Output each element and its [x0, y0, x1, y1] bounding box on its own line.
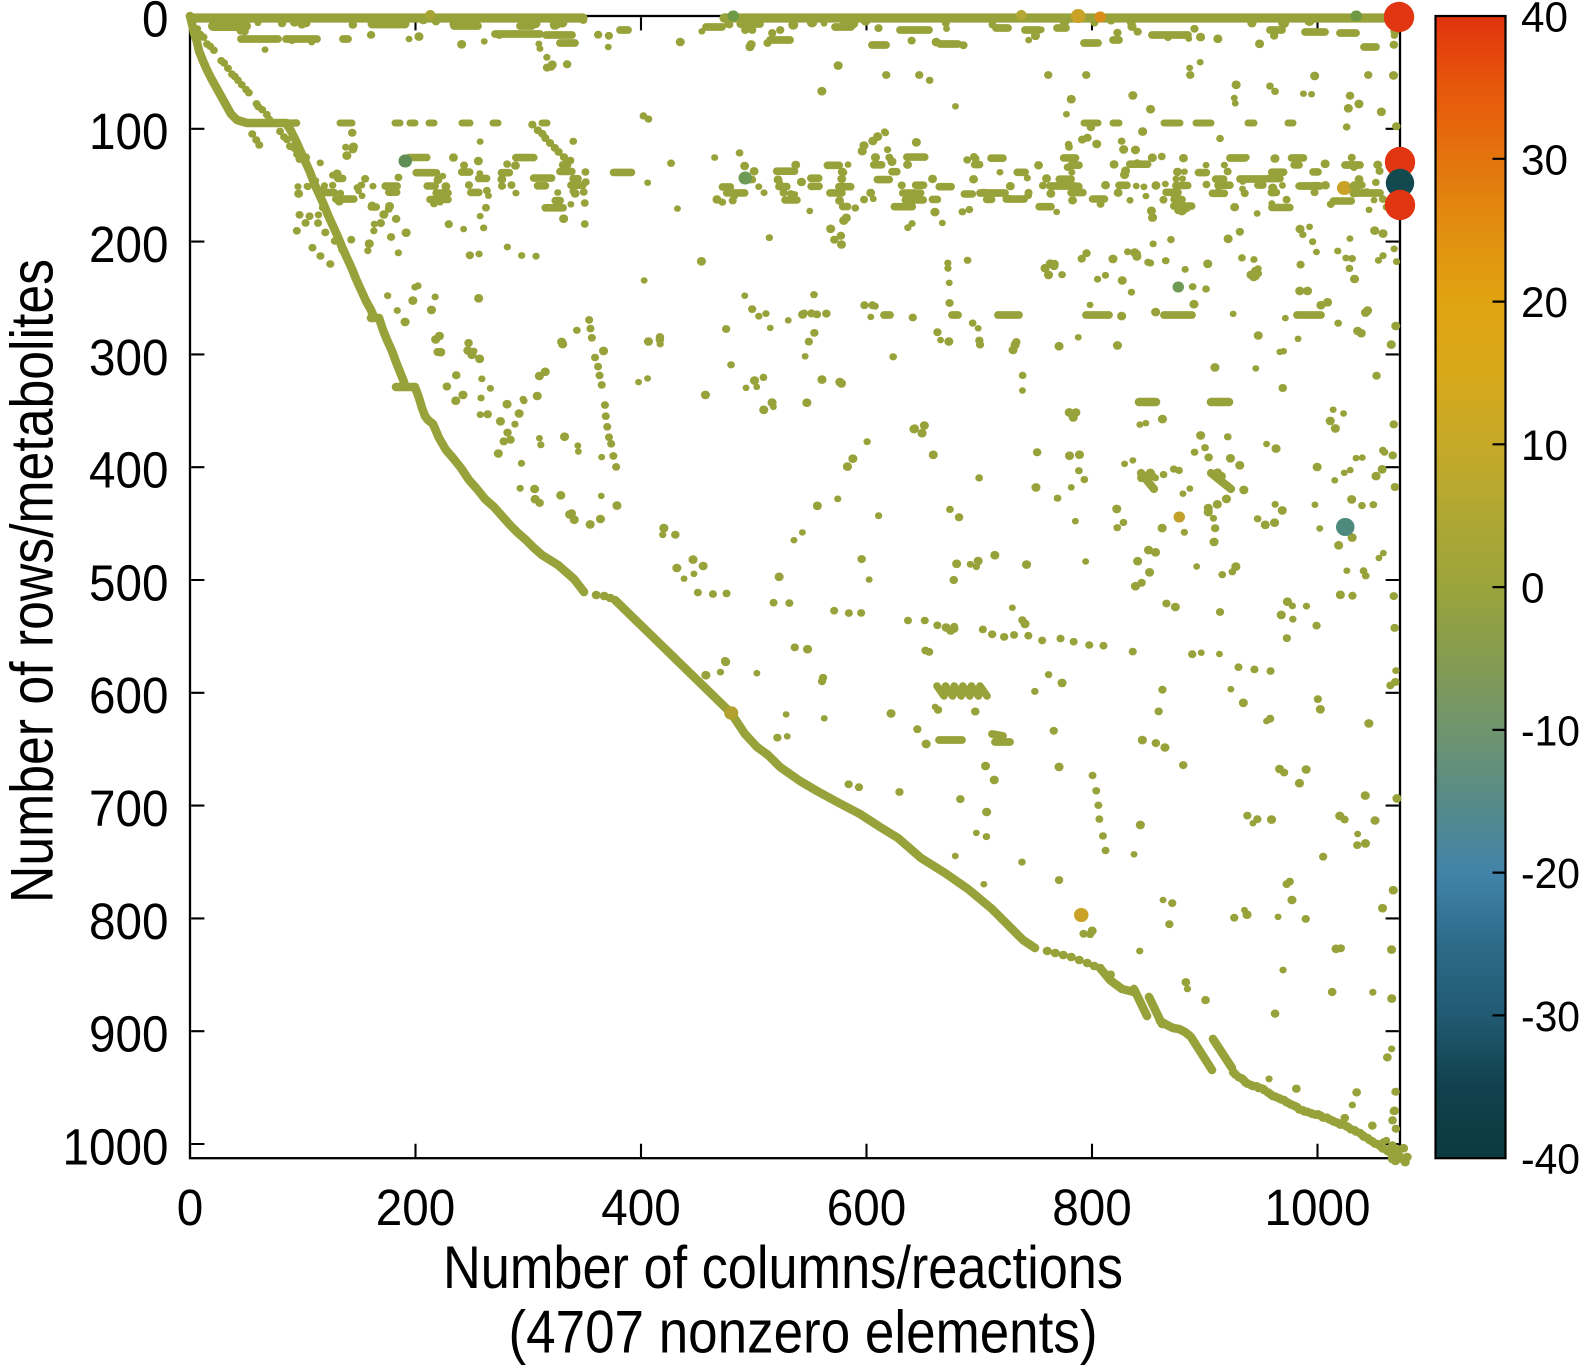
- svg-text:100: 100: [89, 103, 169, 160]
- svg-text:300: 300: [89, 329, 169, 386]
- svg-text:700: 700: [89, 780, 169, 837]
- svg-text:-20: -20: [1521, 851, 1580, 898]
- svg-text:0: 0: [1521, 566, 1545, 613]
- svg-text:500: 500: [89, 554, 169, 611]
- svg-text:20: 20: [1521, 280, 1568, 327]
- svg-text:40: 40: [1521, 0, 1568, 42]
- svg-text:1000: 1000: [63, 1118, 169, 1175]
- svg-text:0: 0: [142, 0, 169, 47]
- svg-text:400: 400: [601, 1179, 681, 1236]
- svg-text:200: 200: [376, 1179, 456, 1236]
- svg-text:Number of rows/metabolites: Number of rows/metabolites: [0, 259, 66, 903]
- svg-text:(4707 nonzero elements): (4707 nonzero elements): [509, 1298, 1098, 1365]
- svg-text:600: 600: [827, 1179, 907, 1236]
- svg-text:1000: 1000: [1265, 1179, 1371, 1236]
- svg-text:900: 900: [89, 1006, 169, 1063]
- svg-text:0: 0: [177, 1179, 204, 1236]
- svg-text:800: 800: [89, 893, 169, 950]
- svg-text:10: 10: [1521, 423, 1568, 470]
- svg-text:Number of columns/reactions: Number of columns/reactions: [443, 1233, 1123, 1301]
- svg-text:-40: -40: [1521, 1137, 1580, 1184]
- svg-text:200: 200: [89, 216, 169, 273]
- svg-text:-30: -30: [1521, 994, 1580, 1041]
- svg-text:600: 600: [89, 667, 169, 724]
- svg-text:-10: -10: [1521, 708, 1580, 755]
- svg-text:400: 400: [89, 442, 169, 499]
- svg-text:30: 30: [1521, 137, 1568, 184]
- svg-text:800: 800: [1052, 1179, 1132, 1236]
